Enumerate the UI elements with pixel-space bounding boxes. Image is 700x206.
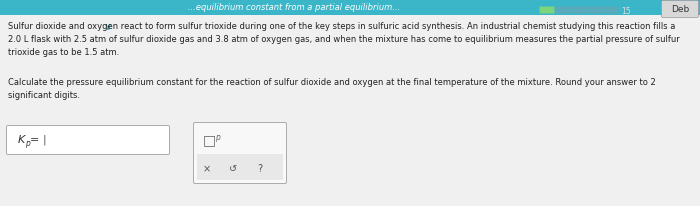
- Text: =: =: [30, 134, 39, 144]
- Text: Deb: Deb: [671, 6, 689, 14]
- Text: ×: ×: [203, 163, 211, 173]
- Text: p: p: [215, 132, 220, 141]
- Text: □: □: [203, 132, 216, 146]
- Bar: [0, 0, 700, 16]
- FancyBboxPatch shape: [662, 1, 699, 18]
- FancyBboxPatch shape: [540, 7, 554, 14]
- Text: Calculate the pressure equilibrium constant for the reaction of sulfur dioxide a: Calculate the pressure equilibrium const…: [8, 78, 656, 99]
- Text: Sulfur dioxide and oxygen react to form sulfur trioxide during one of the key st: Sulfur dioxide and oxygen react to form …: [8, 22, 680, 56]
- FancyBboxPatch shape: [193, 123, 286, 184]
- FancyBboxPatch shape: [556, 7, 570, 14]
- Text: p: p: [25, 139, 30, 148]
- FancyBboxPatch shape: [587, 7, 603, 14]
- FancyBboxPatch shape: [603, 7, 619, 14]
- Text: ?: ?: [258, 163, 262, 173]
- Text: |: |: [43, 134, 47, 145]
- Bar: [197, 154, 283, 180]
- Text: v: v: [105, 22, 111, 32]
- Text: 15: 15: [621, 6, 631, 15]
- FancyBboxPatch shape: [6, 126, 169, 155]
- Text: ↺: ↺: [229, 163, 237, 173]
- FancyBboxPatch shape: [571, 7, 587, 14]
- Text: ...equilibrium constant from a partial equilibrium...: ...equilibrium constant from a partial e…: [188, 4, 400, 12]
- Text: K: K: [18, 134, 25, 144]
